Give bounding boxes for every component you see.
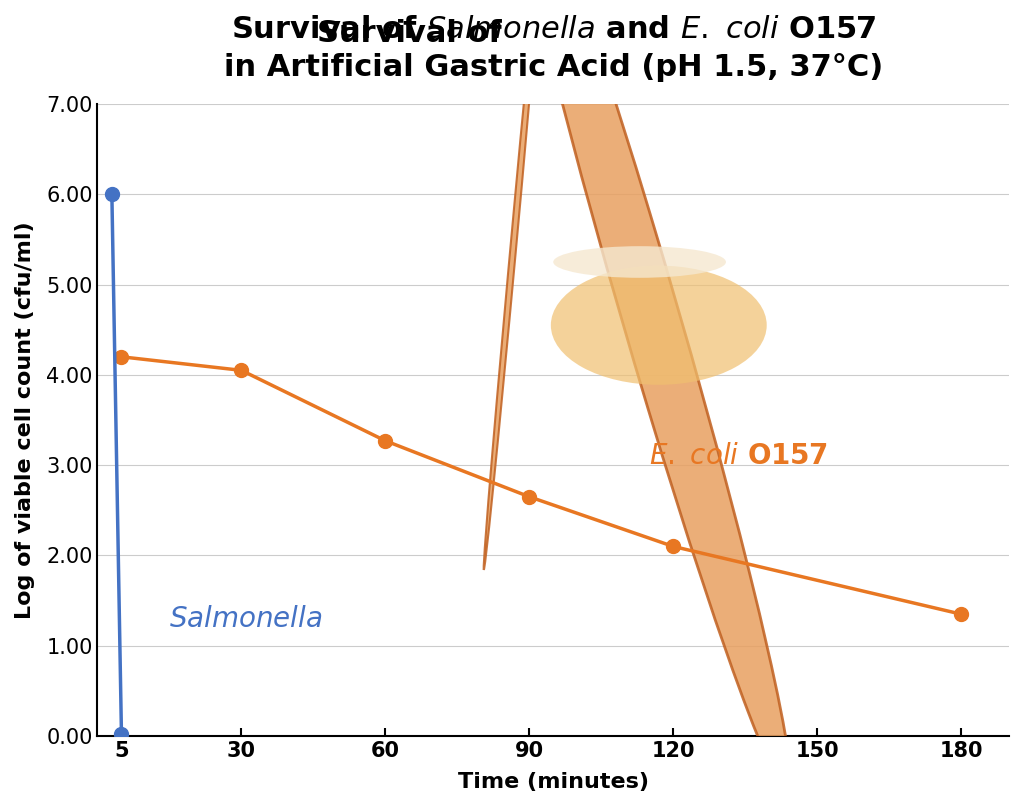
Y-axis label: Log of viable cell count (cfu/ml): Log of viable cell count (cfu/ml) [15,221,35,619]
Text: $\it{E.\ coli}$ O157: $\it{E.\ coli}$ O157 [649,442,827,470]
Ellipse shape [483,0,546,570]
Text: $\it{Salmonella}$: $\it{Salmonella}$ [169,604,323,633]
X-axis label: Time (minutes): Time (minutes) [458,772,649,792]
Ellipse shape [553,246,726,278]
Ellipse shape [508,0,791,792]
Text: Survival of: Survival of [316,19,512,48]
Ellipse shape [551,266,767,385]
Title: Survival of $\it{Salmonella}$ and $\it{E.\ coli}$ O157
in Artificial Gastric Aci: Survival of $\it{Salmonella}$ and $\it{E… [223,15,883,82]
